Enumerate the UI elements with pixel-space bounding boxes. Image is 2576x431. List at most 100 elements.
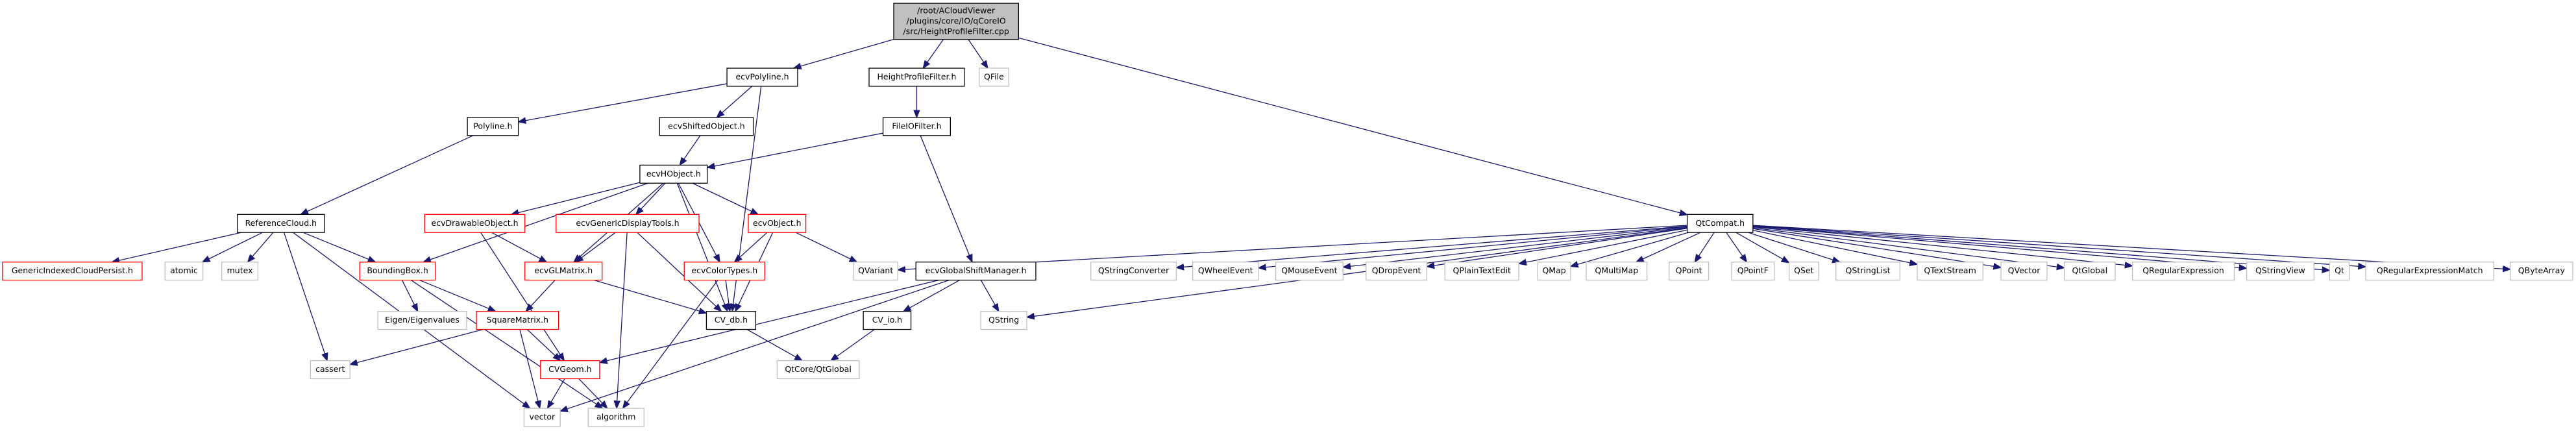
node-box <box>980 311 1027 330</box>
node-box <box>868 68 965 87</box>
node-box <box>1917 262 1983 281</box>
dependency-edge <box>692 182 758 214</box>
node-label: QStringConverter <box>1098 265 1170 275</box>
dependency-edge <box>112 232 242 262</box>
node: Qt <box>2329 262 2350 281</box>
node-box <box>377 311 467 330</box>
node: QStringView <box>2246 262 2314 281</box>
node: QTextStream <box>1917 262 1983 281</box>
node-label: ecvGenericDisplayTools.h <box>576 218 679 228</box>
node: QWheelEvent <box>1192 262 1259 281</box>
node-label: algorithm <box>596 412 635 421</box>
node: QString <box>980 311 1027 330</box>
node: CV_io.h <box>863 311 912 330</box>
node-label: CV_io.h <box>872 315 902 325</box>
node: QStringConverter <box>1090 262 1177 281</box>
node-box <box>237 214 325 233</box>
dependency-edge <box>1752 227 2065 268</box>
dependency-edge <box>1752 230 1917 264</box>
dependency-edge <box>301 135 474 215</box>
dependency-edge <box>578 378 607 408</box>
node-box <box>1669 262 1710 281</box>
node: QByteArray <box>2510 262 2573 281</box>
node-label: CVGeom.h <box>548 364 591 374</box>
node-label: QRegularExpression <box>2142 265 2224 275</box>
node-label: ecvDrawableObject.h <box>432 218 519 228</box>
node-box <box>1788 262 1819 281</box>
dependency-edge <box>1748 232 1839 262</box>
node-box <box>1366 262 1428 281</box>
node-box <box>1192 262 1259 281</box>
node: QPoint <box>1669 262 1710 281</box>
node-box <box>476 311 559 330</box>
dependency-edge <box>637 232 722 312</box>
node: QtCompat.h <box>1686 214 1754 233</box>
node-box <box>467 117 519 136</box>
node: FileIOFilter.h <box>882 117 951 136</box>
node: QtCore/QtGlobal <box>776 360 860 380</box>
node: QVariant <box>853 262 898 281</box>
dependency-edge <box>519 83 728 122</box>
node: ecvObject.h <box>748 214 807 233</box>
dependency-edge <box>968 39 988 68</box>
node-label: ecvHObject.h <box>646 169 701 179</box>
dependency-edge <box>419 279 495 312</box>
dependency-edge <box>726 280 730 312</box>
dependency-edge <box>1726 232 1747 262</box>
dependency-edge <box>1736 232 1789 263</box>
node-box <box>1731 262 1775 281</box>
node-box <box>2131 262 2235 281</box>
node-box <box>359 262 436 281</box>
node-label: QTextStream <box>1924 265 1976 275</box>
node-box <box>863 311 912 330</box>
dependency-edge <box>735 232 768 262</box>
node: QPointF <box>1731 262 1775 281</box>
dependency-edge <box>1571 232 1689 266</box>
node: QPlainTextEdit <box>1444 262 1519 281</box>
node: Eigen/Eigenvalues <box>377 311 467 330</box>
node: mutex <box>221 262 259 281</box>
node-box <box>776 360 860 380</box>
node: QStringList <box>1835 262 1901 281</box>
dependency-edge <box>1636 232 1701 262</box>
dependency-edge <box>903 280 960 312</box>
dependency-edge <box>717 86 753 117</box>
node-box <box>726 68 798 87</box>
node-label: cassert <box>315 364 345 374</box>
node-box <box>540 360 600 380</box>
node-box <box>1835 262 1901 281</box>
dependency-edge <box>248 232 274 262</box>
node: QDropEvent <box>1366 262 1428 281</box>
node-label: QPoint <box>1676 265 1702 275</box>
node-label: vector <box>529 412 556 421</box>
node-box <box>2246 262 2314 281</box>
node: GenericIndexedCloudPersist.h <box>2 262 143 281</box>
dependency-edge <box>401 280 418 312</box>
dependency-edge <box>795 232 857 262</box>
dependency-edge <box>1752 225 2366 267</box>
node-label: QtCompat.h <box>1695 218 1745 228</box>
dependency-edge <box>831 328 875 361</box>
dependency-edge <box>519 329 540 409</box>
node-label: ecvColorTypes.h <box>691 265 757 275</box>
node: QVector <box>2000 262 2048 281</box>
node: QMap <box>1537 262 1571 281</box>
node-label: QMap <box>1542 265 1565 275</box>
node-box <box>915 262 1037 281</box>
dependency-edge <box>1752 228 2001 267</box>
node-label: /src/HeightProfileFilter.cpp <box>903 26 1009 36</box>
dependency-edge <box>1176 225 1687 267</box>
node-box <box>1686 214 1754 233</box>
node-label: Polyline.h <box>473 121 512 130</box>
dependency-edge <box>511 182 641 214</box>
dependency-edge <box>1519 229 1687 264</box>
node-box <box>2329 262 2350 281</box>
dependency-edge <box>560 279 950 412</box>
dependency-edge <box>283 232 328 360</box>
dependency-edge <box>923 39 944 68</box>
dependency-edge <box>423 182 648 262</box>
dependency-edge <box>576 232 616 262</box>
dependency-edge <box>594 279 707 314</box>
dependency-edge <box>746 328 802 361</box>
node-label: GenericIndexedCloudPersist.h <box>12 265 133 275</box>
